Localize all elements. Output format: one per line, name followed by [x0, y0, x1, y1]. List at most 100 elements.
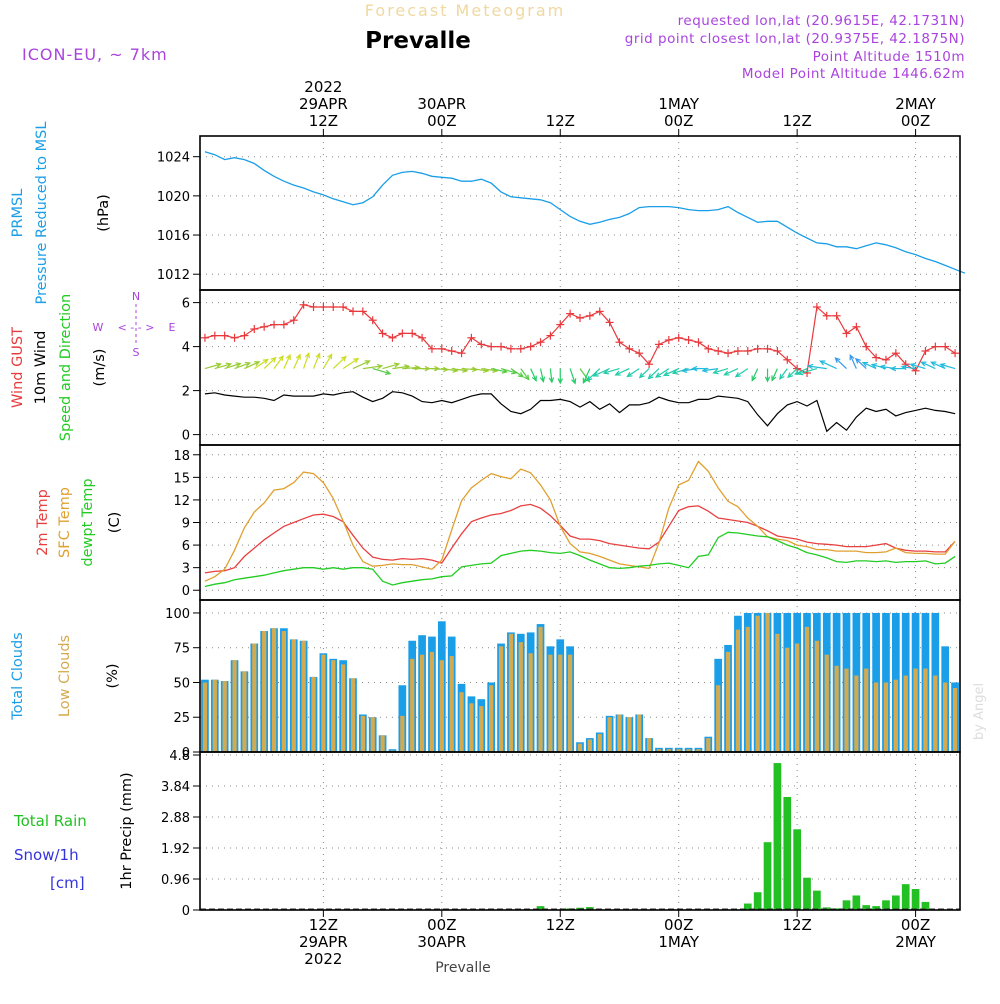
panel-label-2: dewpt Temp: [80, 478, 96, 566]
wind-arrow: [672, 368, 689, 374]
cloud-low-bar: [824, 654, 829, 752]
wind-arrow-head: [854, 357, 861, 364]
cloud-low-bar: [281, 631, 287, 752]
top-tick-label: 12Z: [309, 112, 338, 130]
wind-arrow: [582, 368, 591, 383]
cloud-low-bar: [913, 668, 918, 752]
y-tick-label: 1020: [157, 190, 190, 205]
wind-arrow-head: [614, 370, 621, 376]
wind-arrow: [940, 363, 956, 370]
wind-arrow: [586, 368, 601, 381]
precip-label-rain: Total Rain: [13, 812, 87, 830]
rain-bar: [872, 906, 880, 910]
cloud-low-bar: [489, 685, 494, 752]
cloud-low-bar: [508, 633, 514, 752]
wind-arrow: [204, 363, 221, 370]
cloud-low-bar: [587, 739, 592, 752]
wind-arrow-head: [571, 378, 577, 385]
wind-arrow: [441, 368, 458, 372]
cloud-low-bar: [291, 639, 296, 752]
cloud-low-bar: [854, 675, 859, 752]
wind-arrow-head: [930, 361, 937, 367]
rain-bar: [763, 842, 772, 910]
bottom-tick-label: 00Z: [664, 916, 693, 934]
rain-bar: [536, 906, 545, 910]
rain-bar: [842, 900, 851, 910]
cloud-low-bar: [814, 640, 820, 752]
cloud-low-bar: [755, 615, 760, 752]
wind-arrow: [510, 368, 524, 378]
y-tick-label: 0: [182, 429, 190, 444]
wind-arrow-head: [548, 377, 555, 384]
footer-credit: by Angel: [972, 683, 987, 740]
wind-arrow: [639, 368, 650, 378]
panel-unit: (m/s): [92, 349, 108, 387]
panel-clouds: 0 25 50 75 100 Total Clouds Low Clouds (%): [10, 599, 961, 761]
y-tick-label: 0.96: [161, 873, 190, 888]
wind-arrow-head: [340, 355, 347, 362]
wind-arrow: [849, 354, 857, 369]
panel-pressure: 1012 1016 1020 1024 PRMSL Pressure Reduced to…: [10, 122, 966, 304]
top-tick-label: 2MAY: [895, 95, 937, 113]
panel-unit: (hPa): [96, 194, 112, 231]
wind-arrow-head: [797, 370, 804, 376]
wind-arrow-head: [712, 369, 719, 375]
top-tick-label: 12Z: [782, 112, 811, 130]
compass-n: N: [132, 290, 140, 303]
wind-arrow-head: [849, 353, 855, 361]
info-requested: requested lon,lat (20.9615E, 42.1731N): [678, 13, 965, 29]
y-tick-label: 1016: [157, 229, 190, 244]
wind-arrow: [224, 362, 241, 370]
panel-unit: (%): [105, 663, 121, 688]
panel-label-0: PRMSL: [10, 189, 26, 238]
wind-arrow-head: [270, 356, 277, 363]
wind-arrow-head: [819, 360, 826, 366]
y-tick-label: 0: [182, 746, 190, 761]
wind-arrow-head: [638, 372, 645, 379]
wind-arrow: [901, 366, 916, 370]
panel-precip: 0 0.96 1.92 2.88 3.84 4.8 Total Rain Snow/1h [cm…: [13, 749, 961, 919]
wind-arrow-head: [671, 369, 679, 375]
wind-arrow-head: [909, 362, 916, 369]
wind-arrow: [539, 368, 544, 382]
panel-label-2: Speed and Direction: [58, 294, 74, 441]
cloud-low-bar: [419, 654, 425, 752]
panel-label-1: SFC Temp: [57, 487, 73, 558]
cloud-low-bar: [893, 679, 898, 752]
wind-arrow: [293, 354, 301, 369]
wind-arrow: [855, 358, 867, 370]
compass-arrow: < - - >: [118, 321, 155, 334]
wind-arrow: [724, 368, 739, 376]
bottom-tick-label: 12Z: [546, 916, 575, 934]
cloud-low-bar: [607, 717, 612, 752]
y-tick-label: 3.84: [161, 780, 190, 795]
y-tick-label: 18: [173, 449, 190, 464]
cloud-low-bar: [469, 703, 474, 752]
wind-arrow: [862, 362, 877, 370]
wind-arrow: [234, 362, 250, 370]
cloud-low-bar: [558, 654, 563, 752]
y-tick-label: 4: [182, 341, 190, 356]
wind-arrow: [322, 354, 333, 369]
compass-w: W: [93, 321, 104, 334]
wind-arrow-head: [662, 371, 670, 377]
top-tick-label: 29APR: [299, 95, 348, 113]
cloud-low-bar: [498, 646, 504, 752]
panel-wind: 0 2 4 6 Wind GUST 10m Wind Speed and Direction…: [10, 289, 961, 446]
wind-arrow-head: [384, 369, 392, 376]
y-tick-label: 0: [182, 904, 190, 919]
cloud-low-bar: [577, 743, 583, 752]
wind-arrow: [615, 368, 630, 376]
wind-arrow: [921, 361, 936, 370]
precip-label-unit: [cm]: [50, 874, 85, 892]
cloud-low-bar: [449, 656, 454, 752]
bottom-tick-label: 12Z: [309, 916, 338, 934]
y-tick-label: 25: [173, 711, 190, 726]
footer-station: Prevalle: [435, 960, 491, 976]
bottom-tick-label: 1MAY: [658, 933, 700, 951]
wind-arrow: [303, 353, 310, 369]
wind-arrow-head: [327, 353, 333, 360]
cloud-low-bar: [745, 626, 750, 752]
cloud-low-bar: [706, 738, 711, 752]
